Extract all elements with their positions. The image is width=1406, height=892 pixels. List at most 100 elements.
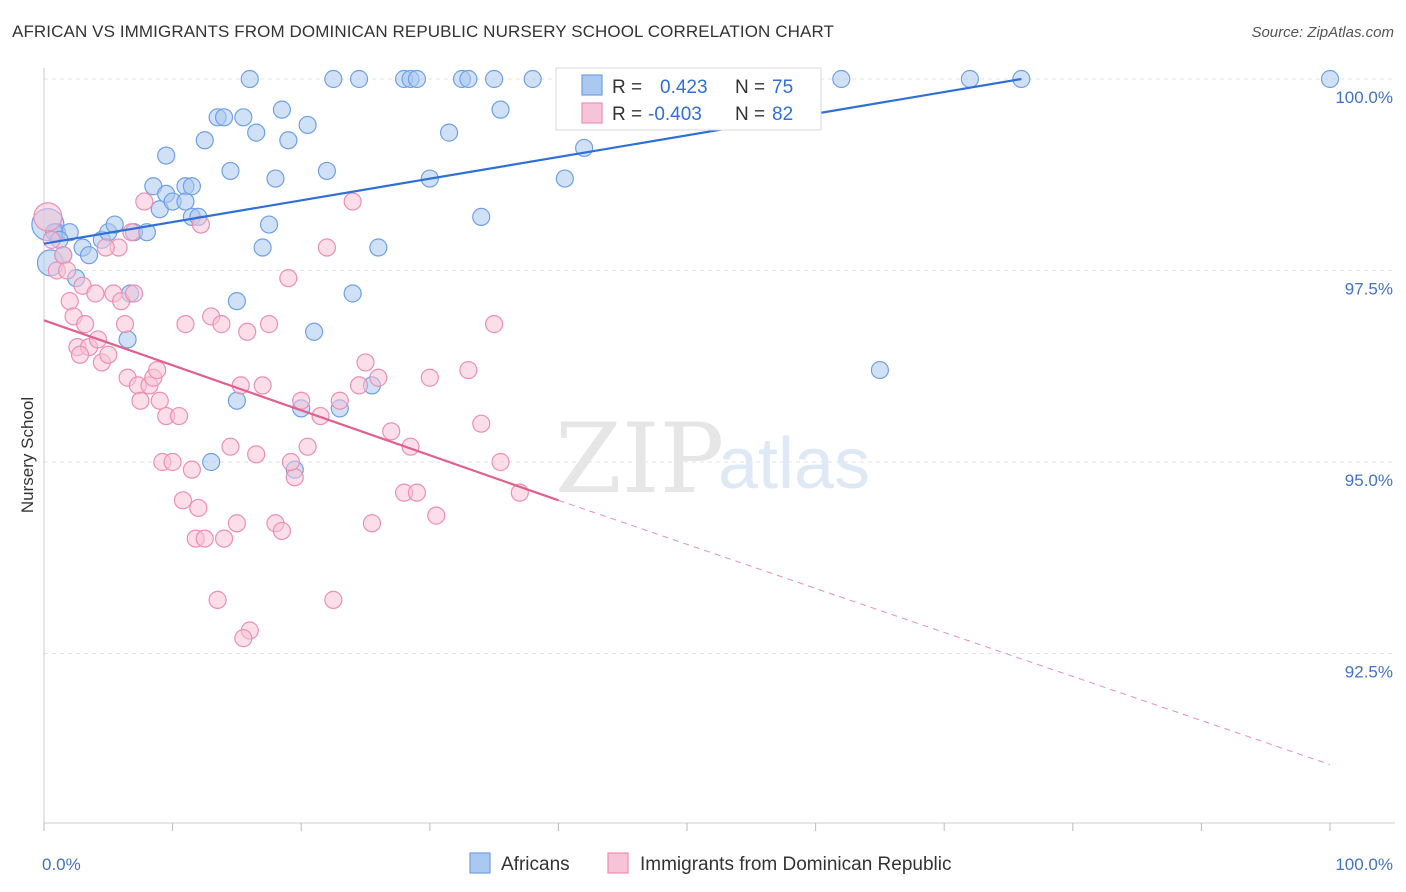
data-point — [135, 192, 154, 211]
data-point — [523, 69, 542, 89]
x-tick-label: 0.0% — [42, 855, 81, 874]
data-point — [96, 238, 115, 257]
data-point — [86, 284, 105, 303]
data-point — [54, 246, 73, 265]
data-point — [317, 161, 337, 181]
data-point — [281, 452, 301, 472]
legend-swatch-dominican — [607, 852, 629, 874]
data-point — [272, 521, 292, 541]
data-point — [279, 131, 298, 150]
data-point — [212, 315, 231, 334]
chart-source: Source: ZipAtlas.com — [1251, 24, 1394, 41]
trend-line-extension — [558, 499, 1331, 766]
data-point — [221, 161, 240, 181]
data-point — [870, 360, 890, 380]
bottom-legend: Africans Immigrants from Dominican Repub… — [469, 852, 952, 875]
stats-legend-box: R = 0.423 N = 75 R = -0.403 N = 82 — [555, 67, 822, 131]
data-point — [259, 215, 279, 234]
data-point — [491, 452, 510, 472]
axes — [43, 68, 1395, 831]
data-point — [407, 69, 427, 89]
data-point — [343, 284, 362, 303]
data-point — [189, 498, 208, 518]
data-point — [122, 223, 141, 242]
legend-swatch-africans — [469, 852, 491, 874]
data-point — [42, 230, 61, 249]
data-point — [349, 69, 369, 89]
data-point — [227, 391, 246, 410]
data-point — [60, 292, 79, 311]
series-dominican — [33, 192, 529, 648]
data-point — [253, 376, 272, 395]
data-point — [459, 69, 478, 89]
legend-label-africans: Africans — [501, 854, 570, 875]
data-point — [227, 514, 246, 533]
data-point — [169, 406, 189, 426]
stats-n-label-africans: N = — [735, 77, 765, 98]
data-point — [247, 123, 266, 142]
data-point — [272, 100, 292, 119]
chart-title: AFRICAN VS IMMIGRANTS FROM DOMINICAN REP… — [12, 22, 835, 41]
data-point — [191, 215, 210, 234]
data-point — [157, 146, 176, 165]
data-point — [420, 368, 439, 387]
tick-labels: 100.0% 97.5% 95.0% 92.5% 0.0% 100.0% — [42, 88, 1393, 874]
data-point — [234, 629, 253, 648]
data-point — [58, 261, 77, 280]
data-point — [343, 192, 362, 211]
data-point — [472, 414, 491, 433]
y-axis-label: Nursery School — [18, 397, 37, 513]
data-point — [472, 207, 491, 226]
data-point — [214, 108, 234, 127]
data-point — [99, 345, 118, 364]
stats-n-dominican: 82 — [772, 104, 793, 125]
data-point — [182, 460, 201, 479]
data-point — [195, 131, 214, 150]
data-point — [369, 368, 388, 387]
data-point — [439, 123, 459, 142]
stats-swatch-africans — [581, 74, 603, 96]
data-point — [324, 590, 343, 609]
data-point — [491, 100, 510, 119]
data-point — [259, 315, 279, 334]
stats-r-label-africans: R = — [612, 77, 642, 98]
data-point — [115, 315, 135, 334]
data-point — [362, 514, 382, 533]
data-point — [304, 322, 324, 341]
data-point — [208, 590, 227, 609]
x-tick-label: 100.0% — [1335, 855, 1393, 874]
stats-r-africans: 0.423 — [660, 77, 708, 98]
data-point — [70, 345, 90, 364]
data-point — [285, 468, 304, 487]
data-point — [214, 529, 234, 548]
data-point — [298, 115, 317, 135]
trend-lines — [43, 77, 1331, 766]
data-point — [221, 437, 240, 456]
data-point — [324, 69, 343, 89]
data-point — [292, 391, 311, 410]
stats-swatch-dominican — [581, 102, 603, 124]
grid-lines — [44, 78, 1395, 654]
data-point — [298, 437, 317, 456]
data-point — [279, 269, 298, 288]
watermark-zip: ZIP — [555, 403, 724, 515]
data-point — [247, 445, 266, 464]
data-point — [253, 238, 272, 257]
y-tick-label: 92.5% — [1345, 663, 1393, 682]
stats-r-dominican: -0.403 — [648, 104, 702, 125]
y-tick-label: 95.0% — [1345, 471, 1393, 490]
data-point — [407, 483, 427, 502]
data-point — [148, 360, 167, 380]
data-point — [427, 506, 446, 525]
data-point — [118, 330, 137, 349]
y-tick-label: 100.0% — [1335, 88, 1393, 107]
data-point — [832, 69, 851, 89]
data-point — [195, 529, 214, 548]
data-point — [176, 192, 195, 211]
legend-label-dominican: Immigrants from Dominican Republic — [640, 854, 952, 875]
data-point — [76, 315, 95, 334]
data-point — [234, 108, 253, 127]
trend-line — [43, 319, 559, 502]
data-point — [227, 292, 246, 311]
